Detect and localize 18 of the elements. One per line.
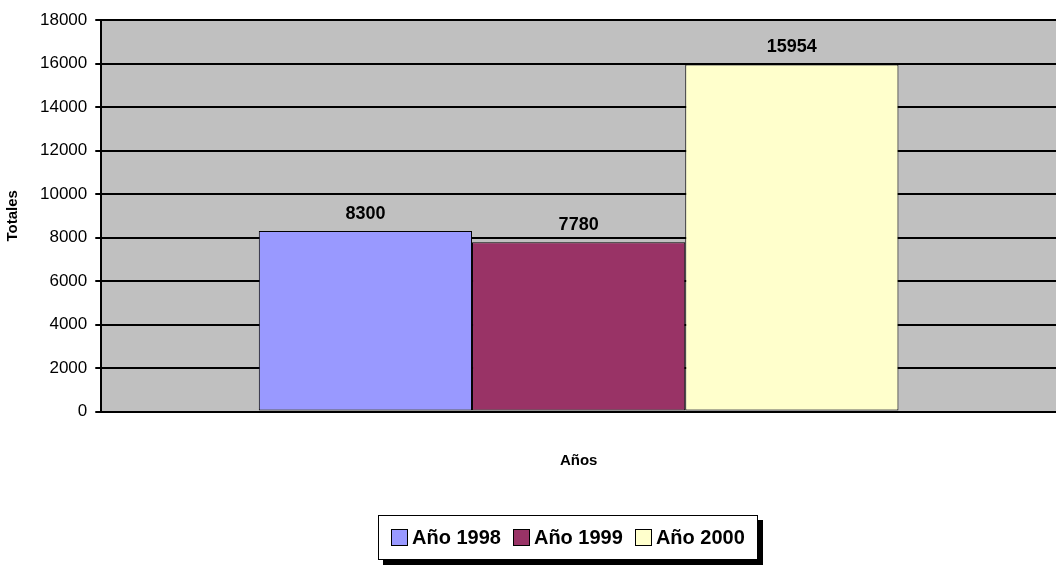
x-axis-title: Años — [559, 451, 598, 469]
legend-label: Año 1999 — [533, 526, 623, 549]
y-tick-label: 2000 — [49, 357, 88, 377]
legend-label: Año 2000 — [655, 526, 745, 549]
data-label: 8300 — [345, 203, 386, 223]
y-tick-label: 16000 — [39, 53, 88, 73]
y-tick-label: 18000 — [39, 9, 88, 29]
data-label: 7780 — [558, 214, 599, 235]
legend-label: Año 1998 — [412, 526, 501, 549]
y-tick-label: 4000 — [49, 314, 88, 334]
data-label: 15954 — [766, 36, 817, 57]
y-tick-label: 10000 — [39, 183, 88, 203]
y-tick-label: 14000 — [39, 96, 88, 116]
y-axis-title: Totales — [3, 190, 21, 242]
y-tick-label: 8000 — [49, 227, 88, 247]
y-tick-label: 12000 — [39, 140, 88, 160]
y-tick-label: 0 — [77, 401, 88, 421]
y-tick-label: 6000 — [49, 270, 88, 290]
